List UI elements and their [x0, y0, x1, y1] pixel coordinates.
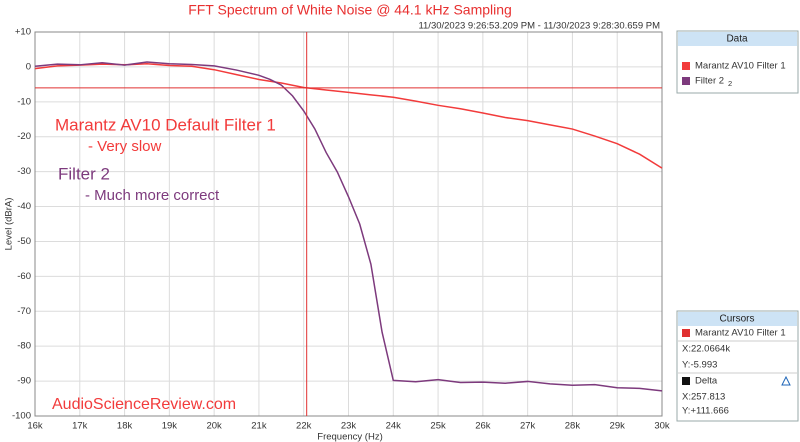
y-tick-label: -70 [17, 306, 31, 317]
legend-swatch [682, 62, 690, 70]
cursor-title: Cursors [719, 314, 754, 325]
annotation: Filter 2 [58, 164, 110, 183]
y-tick-label: -20 [17, 131, 31, 142]
x-tick-label: 28k [565, 421, 581, 432]
timestamp: 11/30/2023 9:26:53.209 PM - 11/30/2023 9… [418, 21, 660, 32]
y-axis-label: Level (dBrA) [4, 198, 15, 251]
legend-tag: 2 [728, 79, 732, 88]
y-tick-label: -90 [17, 376, 31, 387]
x-tick-label: 30k [654, 421, 670, 432]
annotation: - Much more correct [85, 187, 220, 204]
delta-x: X:257.813 [682, 392, 725, 403]
legend-label: Filter 2 [695, 76, 724, 87]
y-tick-label: -100 [12, 411, 31, 422]
x-tick-label: 21k [251, 421, 267, 432]
cursor-panel [676, 310, 799, 422]
annotation: AudioScienceReview.com [52, 396, 236, 413]
x-tick-label: 23k [341, 421, 357, 432]
annotation: - Very slow [88, 138, 162, 155]
legend-swatch [682, 77, 690, 85]
delta-name: Delta [695, 376, 718, 387]
y-tick-label: -60 [17, 271, 31, 282]
x-tick-label: 25k [430, 421, 446, 432]
y-tick-label: -30 [17, 166, 31, 177]
x-tick-label: 22k [296, 421, 312, 432]
x-tick-label: 27k [520, 421, 536, 432]
plot-border [34, 31, 663, 417]
y-tick-label: -40 [17, 201, 31, 212]
y-tick-label: 0 [26, 61, 31, 72]
y-tick-label: +10 [15, 27, 31, 38]
legend-label: Marantz AV10 Filter 1 [695, 61, 786, 72]
x-tick-label: 26k [475, 421, 491, 432]
x-tick-label: 20k [206, 421, 222, 432]
y-tick-label: -10 [17, 96, 31, 107]
x-axis-label: Frequency (Hz) [317, 432, 382, 442]
series-line [34, 63, 663, 169]
cursor-x: X:22.0664k [682, 344, 730, 355]
x-tick-label: 24k [386, 421, 402, 432]
annotation: Marantz AV10 Default Filter 1 [55, 115, 276, 134]
y-tick-label: -80 [17, 341, 31, 352]
delta-y: Y:+111.666 [682, 406, 729, 417]
y-tick-label: -50 [17, 236, 31, 247]
x-tick-label: 19k [162, 421, 178, 432]
x-tick-label: 18k [117, 421, 133, 432]
cursor-swatch [682, 329, 690, 337]
delta-toggle[interactable] [781, 375, 791, 386]
legend-header [678, 32, 797, 46]
series-line [34, 61, 663, 392]
chart-title: FFT Spectrum of White Noise @ 44.1 kHz S… [188, 2, 512, 18]
cursor-header [678, 312, 797, 326]
x-tick-label: 17k [72, 421, 88, 432]
cursor-name: Marantz AV10 Filter 1 [695, 328, 786, 339]
x-tick-label: 29k [610, 421, 626, 432]
x-tick-label: 16k [27, 421, 43, 432]
delta-swatch [682, 377, 690, 385]
cursor-y: Y:-5.993 [682, 360, 717, 371]
legend-title: Data [726, 34, 748, 45]
